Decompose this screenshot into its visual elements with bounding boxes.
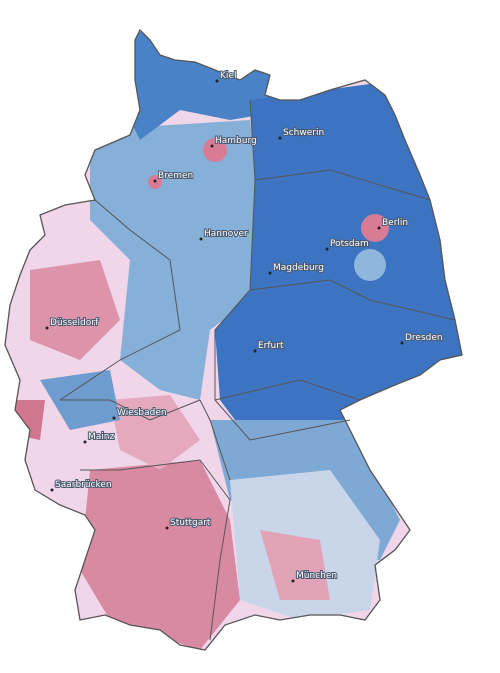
city-label: Schwerin — [283, 128, 324, 138]
city-label: Hamburg — [215, 136, 257, 146]
city-label: Wiesbaden — [117, 408, 167, 418]
city-dot — [45, 326, 49, 330]
city-dot — [377, 226, 381, 230]
city-label: Stuttgart — [170, 518, 211, 528]
city-label: Bremen — [158, 171, 193, 181]
city-label: Berlin — [382, 218, 408, 228]
city-dot — [400, 341, 404, 345]
city-dot — [268, 271, 272, 275]
city-dot — [199, 237, 203, 241]
city-dot — [210, 144, 214, 148]
city-label: München — [296, 571, 337, 581]
city-label: Düsseldorf — [50, 318, 99, 328]
city-dot — [50, 488, 54, 492]
city-dot — [153, 179, 157, 183]
city-dot — [83, 440, 87, 444]
city-label: Dresden — [405, 333, 443, 343]
city-dot — [112, 416, 116, 420]
city-dot — [325, 247, 329, 251]
city-label: Erfurt — [258, 341, 284, 351]
city-dot — [215, 79, 219, 83]
city-label: Potsdam — [330, 239, 369, 249]
city-label: Kiel — [220, 71, 236, 81]
city-dot — [291, 579, 295, 583]
city-dot — [253, 349, 257, 353]
city-dot — [165, 526, 169, 530]
city-dot — [278, 136, 282, 140]
city-label: Hannover — [204, 229, 248, 239]
city-label: Magdeburg — [273, 263, 324, 273]
state-borders — [4, 28, 463, 651]
city-labels: Kiel Hamburg Schwerin Bremen Berlin Hannover P… — [45, 70, 444, 583]
city-label: Saarbrücken — [55, 480, 112, 490]
city-label: Mainz — [88, 432, 114, 442]
